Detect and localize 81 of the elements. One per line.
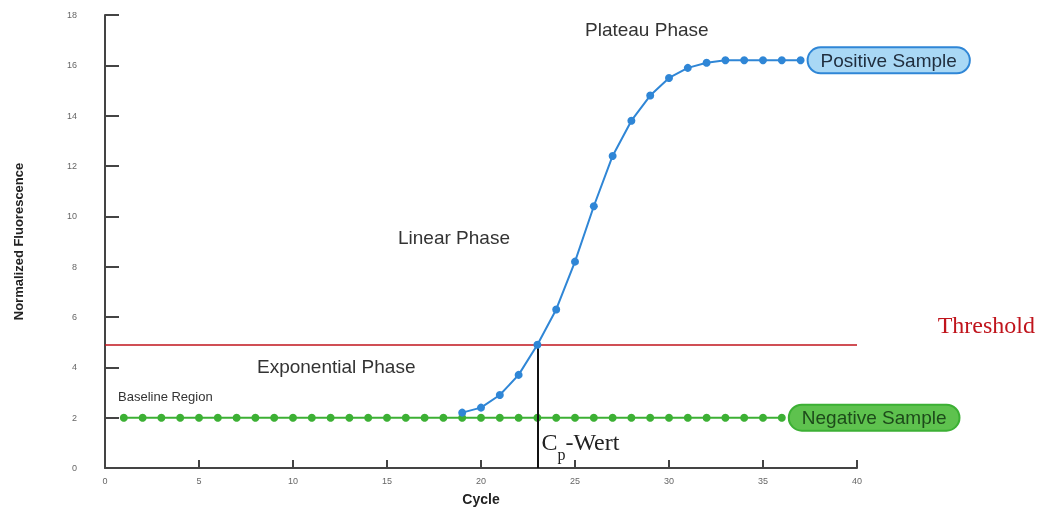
- y-tick-label: 2: [71, 412, 77, 423]
- point: [627, 413, 636, 422]
- point: [119, 413, 128, 422]
- x-tick-label: 0: [102, 475, 108, 486]
- point: [740, 413, 749, 422]
- point: [251, 413, 260, 422]
- annotation: Exponential Phase: [257, 356, 416, 377]
- annotation: Linear Phase: [398, 227, 510, 248]
- point: [232, 413, 241, 422]
- point: [796, 56, 805, 65]
- point: [533, 340, 542, 349]
- y-tick-label: 14: [66, 110, 77, 121]
- point: [383, 413, 391, 422]
- y-tick-label: 0: [71, 463, 77, 473]
- series-label: Negative Sample: [801, 407, 947, 429]
- annotation: Baseline Region: [118, 389, 213, 404]
- point: [514, 370, 523, 379]
- point: [552, 413, 561, 422]
- point: [759, 56, 767, 65]
- y-tick-label: 12: [66, 161, 77, 171]
- point: [195, 413, 203, 422]
- point: [307, 413, 316, 422]
- x-tick-label: 5: [196, 475, 202, 486]
- point: [683, 63, 692, 72]
- x-tick-label: 25: [569, 475, 581, 486]
- point: [571, 257, 579, 266]
- y-tick-label: 16: [66, 60, 77, 71]
- point: [176, 413, 185, 422]
- point: [589, 413, 598, 422]
- series-label: Positive Sample: [820, 49, 957, 71]
- point: [683, 413, 692, 422]
- point: [270, 413, 279, 422]
- point: [364, 413, 373, 422]
- point: [777, 56, 786, 65]
- y-tick-label: 4: [71, 362, 77, 373]
- point: [138, 413, 147, 422]
- point: [777, 413, 786, 422]
- point: [721, 413, 730, 422]
- point: [345, 413, 354, 422]
- point: [702, 413, 711, 422]
- y-tick-label: 6: [71, 312, 77, 322]
- x-tick-label: 15: [381, 475, 393, 486]
- point: [571, 413, 579, 422]
- point: [326, 413, 335, 422]
- point: [740, 56, 749, 65]
- x-tick-label: 35: [757, 475, 769, 486]
- point: [721, 56, 730, 65]
- point: [495, 413, 504, 422]
- point: [514, 413, 523, 422]
- point: [589, 202, 598, 211]
- point: [608, 151, 617, 160]
- point: [552, 305, 561, 314]
- point: [439, 413, 448, 422]
- point: [401, 413, 410, 422]
- y-tick-label: 8: [71, 261, 77, 272]
- point: [477, 413, 485, 422]
- x-axis-title: Cycle: [462, 491, 500, 507]
- x-tick-label: 10: [287, 475, 299, 486]
- point: [702, 58, 711, 67]
- point: [477, 403, 485, 412]
- point: [608, 413, 617, 422]
- x-tick-label: 30: [663, 475, 675, 486]
- point: [289, 413, 297, 422]
- point: [458, 408, 467, 417]
- y-tick-label: 18: [66, 10, 77, 20]
- ref-line-label: Threshold: [937, 311, 1035, 338]
- point: [213, 413, 222, 422]
- point: [157, 413, 166, 422]
- point: [646, 91, 655, 100]
- point: [665, 73, 673, 82]
- annotation: Plateau Phase: [585, 19, 709, 40]
- x-tick-label: 20: [475, 475, 487, 486]
- y-axis-title: Normalized Fluorescence: [11, 162, 26, 321]
- point: [665, 413, 673, 422]
- point: [495, 391, 504, 400]
- point: [420, 413, 429, 422]
- point: [627, 116, 636, 125]
- point: [646, 413, 655, 422]
- x-tick-label: 40: [851, 475, 863, 486]
- y-tick-label: 10: [66, 211, 77, 222]
- point: [759, 413, 767, 422]
